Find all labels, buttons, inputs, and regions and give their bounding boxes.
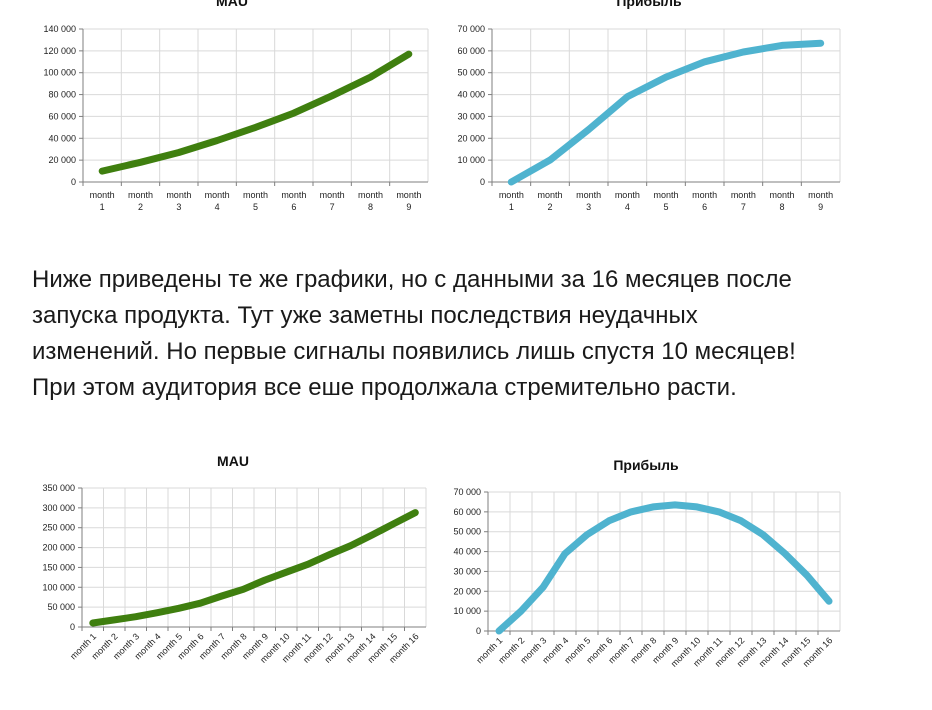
mau-chart-9-months: MAU 0 20 000 40 000 60 000 80 000 100 000 120 0… bbox=[0, 0, 440, 230]
profit-chart-9-months: Прибыль 0 10 000 20 000 30 000 40 000 50 000 60… bbox=[440, 0, 910, 230]
chart-title: Прибыль bbox=[616, 0, 682, 9]
y-tick-label: 250 000 bbox=[42, 523, 75, 533]
x-tick-label: month 2 bbox=[128, 190, 153, 212]
y-tick-label: 100 000 bbox=[42, 582, 75, 592]
mau-chart-16-months: MAU 0 50 000 100 000 150 000 200 000 250 000 30… bbox=[0, 440, 440, 710]
y-tick-label: 10 000 bbox=[453, 606, 481, 616]
y-tick-label: 50 000 bbox=[453, 527, 481, 537]
mau-chart-9-svg: MAU 0 20 000 40 000 60 000 80 000 100 000 120 0… bbox=[43, 0, 429, 212]
x-tick-label: month 1 bbox=[499, 190, 524, 212]
y-tick-label: 60 000 bbox=[48, 111, 76, 121]
y-tick-label: 0 bbox=[70, 622, 75, 632]
paragraph-line: Ниже приведены те же графики, но с данны… bbox=[32, 266, 792, 293]
y-tick-label: 150 000 bbox=[42, 562, 75, 572]
mau-chart-16-svg: MAU 0 50 000 100 000 150 000 200 000 250 000 30… bbox=[42, 453, 427, 665]
y-tick-label: 30 000 bbox=[453, 566, 481, 576]
profit-chart-16-svg: Прибыль 0 10 000 20 000 30 000 40 000 50 000 60… bbox=[453, 457, 841, 669]
series-line bbox=[495, 501, 833, 635]
y-tick-label: 300 000 bbox=[42, 503, 75, 513]
x-tick-label: month 4 bbox=[205, 190, 230, 212]
y-tick-label: 350 000 bbox=[42, 483, 75, 493]
chart-title: Прибыль bbox=[613, 457, 679, 473]
x-tick-label: month 3 bbox=[576, 190, 601, 212]
y-tick-label: 120 000 bbox=[43, 46, 76, 56]
x-tick-label: month 3 bbox=[166, 190, 191, 212]
series-line bbox=[507, 39, 825, 186]
y-tick-label: 40 000 bbox=[453, 547, 481, 557]
y-tick-label: 80 000 bbox=[48, 90, 76, 100]
y-tick-label: 50 000 bbox=[457, 68, 485, 78]
x-tick-label: month 6 bbox=[281, 190, 306, 212]
series-line bbox=[89, 509, 419, 627]
x-tick-label: month 8 bbox=[769, 190, 794, 212]
profit-chart-9-svg: Прибыль 0 10 000 20 000 30 000 40 000 50 000 60… bbox=[457, 0, 841, 212]
series-line bbox=[98, 50, 413, 175]
y-tick-label: 60 000 bbox=[453, 507, 481, 517]
y-tick-label: 20 000 bbox=[453, 586, 481, 596]
y-tick-label: 200 000 bbox=[42, 543, 75, 553]
y-tick-label: 70 000 bbox=[457, 24, 485, 34]
y-tick-label: 0 bbox=[480, 177, 485, 187]
description-paragraph: Ниже приведены те же графики, но с данны… bbox=[32, 262, 912, 406]
y-tick-label: 60 000 bbox=[457, 46, 485, 56]
x-tick-label: month 4 bbox=[615, 190, 640, 212]
x-tick-label: month 6 bbox=[692, 190, 717, 212]
y-tick-label: 20 000 bbox=[457, 133, 485, 143]
paragraph-line: При этом аудитория все еше продолжала ст… bbox=[32, 374, 737, 401]
x-tick-label: month 5 bbox=[243, 190, 268, 212]
y-tick-label: 10 000 bbox=[457, 155, 485, 165]
y-tick-label: 0 bbox=[71, 177, 76, 187]
x-tick-label: month 9 bbox=[808, 190, 833, 212]
x-tick-label: month 8 bbox=[358, 190, 383, 212]
y-tick-label: 40 000 bbox=[48, 133, 76, 143]
chart-title: MAU bbox=[216, 0, 248, 9]
x-tick-label: month 2 bbox=[537, 190, 562, 212]
profit-chart-16-months: Прибыль 0 10 000 20 000 30 000 40 000 50 000 60… bbox=[440, 440, 910, 710]
x-tick-label: month 1 bbox=[90, 190, 115, 212]
y-tick-label: 20 000 bbox=[48, 155, 76, 165]
x-tick-label: month 7 bbox=[320, 190, 345, 212]
y-tick-label: 70 000 bbox=[453, 487, 481, 497]
x-tick-label: month 5 bbox=[653, 190, 678, 212]
y-tick-label: 50 000 bbox=[47, 602, 75, 612]
chart-title: MAU bbox=[217, 453, 249, 469]
x-tick-label: month 9 bbox=[396, 190, 421, 212]
y-tick-label: 0 bbox=[476, 626, 481, 636]
y-tick-label: 30 000 bbox=[457, 111, 485, 121]
paragraph-line: изменений. Но первые сигналы появились л… bbox=[32, 338, 796, 365]
y-tick-label: 40 000 bbox=[457, 90, 485, 100]
paragraph-line: запуска продукта. Тут уже заметны послед… bbox=[32, 302, 698, 329]
x-tick-label: month 7 bbox=[731, 190, 756, 212]
y-tick-label: 100 000 bbox=[43, 68, 76, 78]
y-tick-label: 140 000 bbox=[43, 24, 76, 34]
